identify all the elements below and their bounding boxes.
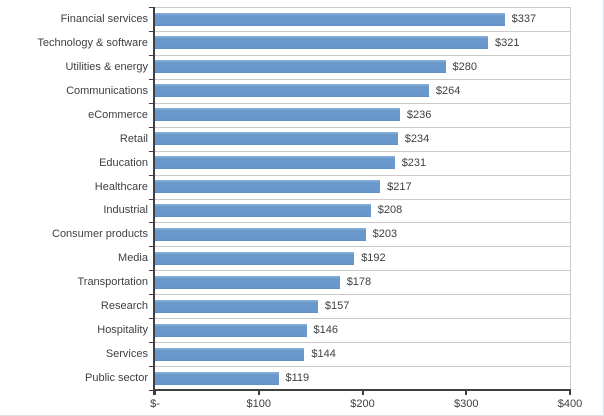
y-axis-tick [149, 318, 153, 320]
bar [155, 84, 429, 98]
category-label: Media [118, 252, 148, 265]
y-axis-tick [149, 7, 153, 8]
gridline [155, 78, 570, 80]
category-label: Consumer products [52, 228, 148, 241]
value-label: $337 [511, 12, 537, 25]
gridline [155, 342, 570, 344]
y-axis-tick [149, 390, 153, 391]
bar [155, 132, 398, 146]
y-axis-tick [149, 54, 153, 56]
bar [155, 60, 446, 74]
gridline [155, 30, 570, 32]
value-label: $280 [452, 60, 477, 73]
x-tick-label: $200 [350, 398, 375, 410]
gridline [155, 174, 570, 176]
category-label: Hospitality [97, 324, 148, 337]
value-label: $144 [311, 348, 336, 361]
category-label: Research [100, 300, 148, 313]
y-axis-tick [149, 102, 153, 104]
category-label: Industrial [103, 204, 148, 217]
y-axis-tick [149, 126, 153, 128]
category-label: Utilities & energy [65, 60, 148, 73]
gridline [155, 366, 570, 368]
value-label: $192 [361, 252, 386, 265]
category-label: Education [99, 156, 148, 169]
y-axis-tick [149, 366, 153, 368]
value-label: $208 [377, 204, 403, 217]
gridline [155, 198, 570, 200]
x-tick-label: $300 [454, 398, 479, 410]
y-axis-tick [149, 246, 153, 248]
bar [155, 180, 381, 193]
x-tick-label: $- [150, 398, 160, 410]
bar [155, 204, 371, 217]
category-label: eCommerce [88, 108, 148, 121]
gridline [155, 150, 570, 152]
y-axis-tick [149, 198, 153, 200]
x-axis-tick [154, 391, 156, 395]
x-tick-label: $400 [557, 398, 583, 410]
bar [155, 108, 400, 122]
y-axis-tick [149, 78, 153, 80]
x-axis-tick [257, 391, 260, 395]
category-label: Financial services [60, 12, 148, 25]
bar [155, 227, 366, 241]
y-axis-tick [149, 270, 153, 272]
category-label: Services [105, 348, 148, 361]
value-label: $217 [387, 180, 412, 193]
value-label: $178 [346, 276, 372, 289]
value-label: $119 [285, 372, 310, 385]
bar [155, 156, 395, 170]
gridline [155, 318, 570, 320]
value-label: $321 [495, 36, 520, 49]
gridline [155, 126, 570, 128]
category-label: Public sector [85, 372, 148, 385]
x-axis-tick [465, 391, 468, 395]
gridline [155, 7, 570, 8]
y-axis-tick [149, 174, 153, 176]
bar [155, 36, 488, 50]
x-tick-label: $100 [246, 398, 272, 410]
category-label: Technology & software [37, 36, 148, 49]
bar [155, 12, 505, 26]
value-label: $234 [404, 132, 430, 145]
value-label: $157 [324, 300, 350, 313]
y-axis [153, 7, 155, 395]
value-label: $231 [401, 156, 427, 169]
bar [155, 371, 279, 385]
x-axis-tick [361, 391, 364, 395]
gridline [155, 270, 570, 272]
y-axis-tick [149, 342, 153, 344]
category-label: Transportation [77, 276, 148, 289]
gridline [155, 102, 570, 104]
category-label: Healthcare [94, 180, 148, 193]
x-axis-tick [569, 391, 571, 395]
bar [155, 251, 355, 265]
y-axis-tick [149, 222, 153, 224]
category-label: Communications [66, 84, 148, 97]
y-axis-tick [149, 294, 153, 296]
y-axis-tick [149, 30, 153, 32]
gridline [155, 246, 570, 248]
plot-right-border [570, 7, 571, 390]
value-label: $264 [435, 84, 461, 97]
bar [155, 323, 307, 337]
value-label: $203 [372, 228, 398, 241]
bar [155, 275, 340, 289]
category-label: Retail [119, 132, 148, 145]
value-label: $146 [313, 324, 338, 337]
gridline [155, 222, 570, 224]
bar [155, 347, 305, 361]
value-label: $236 [406, 108, 432, 121]
bar [155, 299, 318, 313]
gridline [155, 54, 570, 56]
x-axis [153, 389, 571, 391]
gridline [155, 294, 570, 296]
y-axis-tick [149, 150, 153, 152]
